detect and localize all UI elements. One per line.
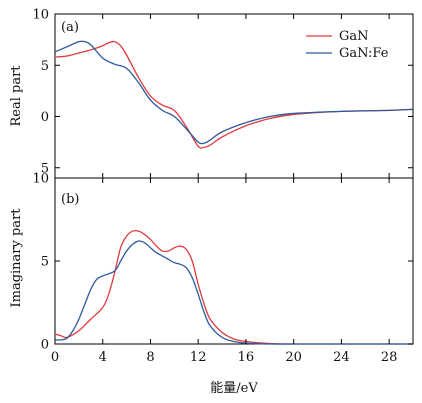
series-line-b-gan [54, 229, 413, 345]
x-axis-b: 0 4 8 12 16 20 24 28 [51, 178, 398, 365]
x-tick-label: 16 [238, 350, 255, 365]
series-group-b [54, 229, 413, 345]
plot-frame-b [54, 177, 414, 345]
y-tick-label-a: 10 [32, 8, 49, 23]
y-tick-label-b: 5 [41, 255, 49, 270]
x-tick-label: 24 [333, 350, 350, 365]
y-axis-title-a: Real part [9, 65, 24, 127]
y-axis-b: 0 5 10 [32, 172, 413, 353]
x-tick-label: 0 [51, 350, 59, 365]
y-axis-title-b: Imaginary part [9, 208, 24, 308]
x-tick-label: 12 [190, 350, 207, 365]
y-tick-label-a: 0 [41, 110, 49, 125]
x-tick-label: 4 [99, 350, 107, 365]
x-tick-label: 28 [381, 350, 398, 365]
x-axis-title: 能量/eV [210, 381, 258, 396]
y-tick-label-a: 5 [41, 59, 49, 74]
y-tick-label-a: 5 [41, 161, 49, 176]
series-line-a-gan [54, 40, 414, 149]
x-tick-label: 8 [146, 350, 154, 365]
panel-label-a: (a) [61, 20, 79, 35]
legend-label-gan: GaN [339, 29, 369, 44]
series-line-a-gan-fe [54, 40, 414, 145]
legend: GaN GaN:Fe [306, 29, 389, 61]
panel-a: 5 0 5 10 (a) Real part GaN GaN:Fe [9, 8, 414, 179]
y-tick-label-b: 10 [32, 172, 49, 187]
legend-label-ganfe: GaN:Fe [339, 46, 389, 61]
series-line-b-gan-fe [54, 240, 413, 345]
y-axis-a: 5 0 5 10 [32, 8, 413, 178]
panel-b: 0 5 10 0 4 8 12 16 20 24 28 (b) Imaginary part 能量… [9, 172, 414, 396]
panel-label-b: (b) [61, 192, 79, 207]
series-group-a [54, 40, 414, 149]
y-tick-label-b: 0 [41, 338, 49, 353]
x-tick-label: 20 [285, 350, 302, 365]
